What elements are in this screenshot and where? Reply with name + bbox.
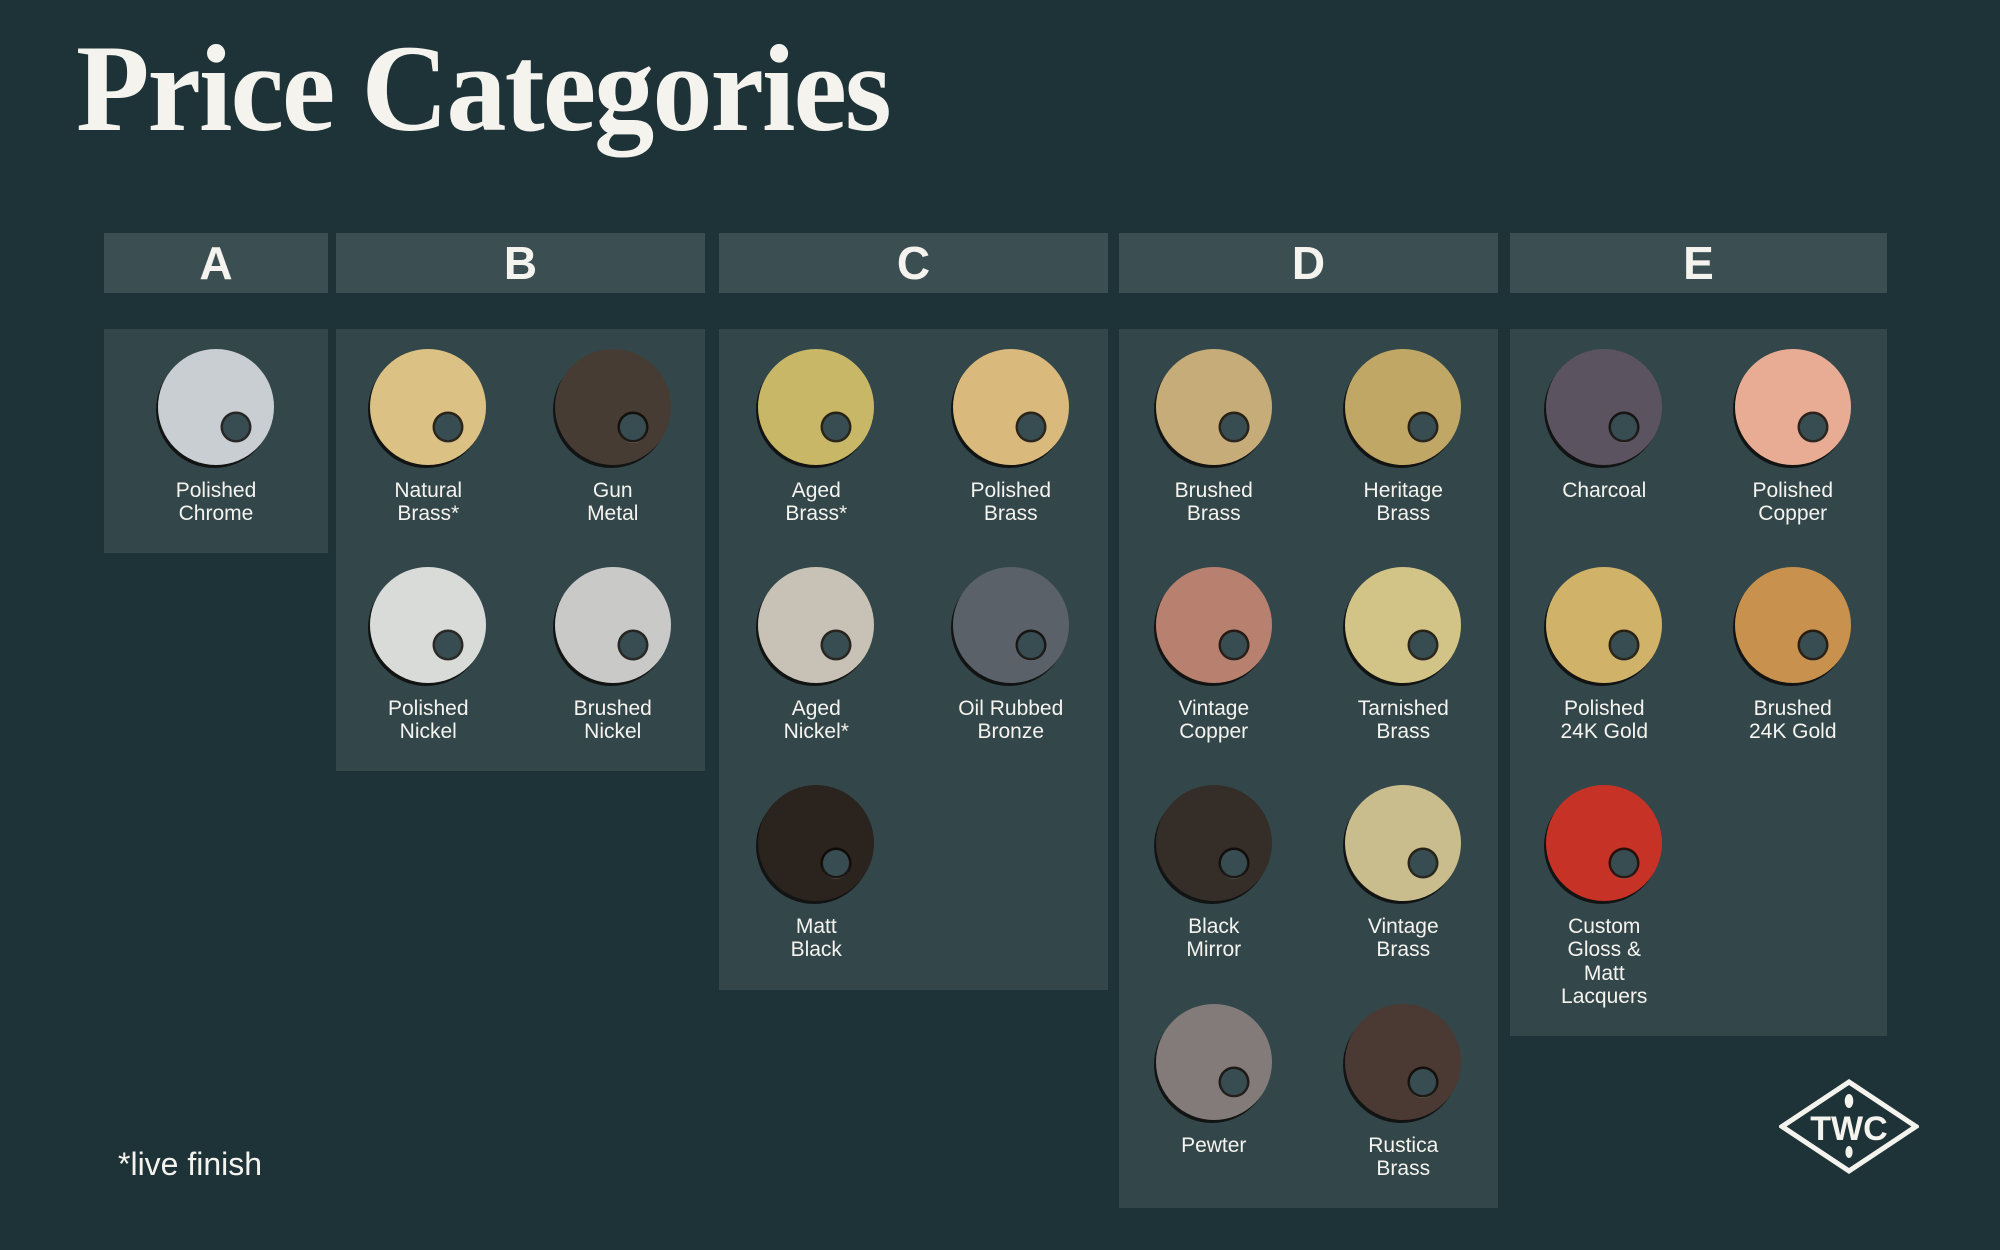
svg-text:TWC: TWC: [1810, 1110, 1887, 1148]
